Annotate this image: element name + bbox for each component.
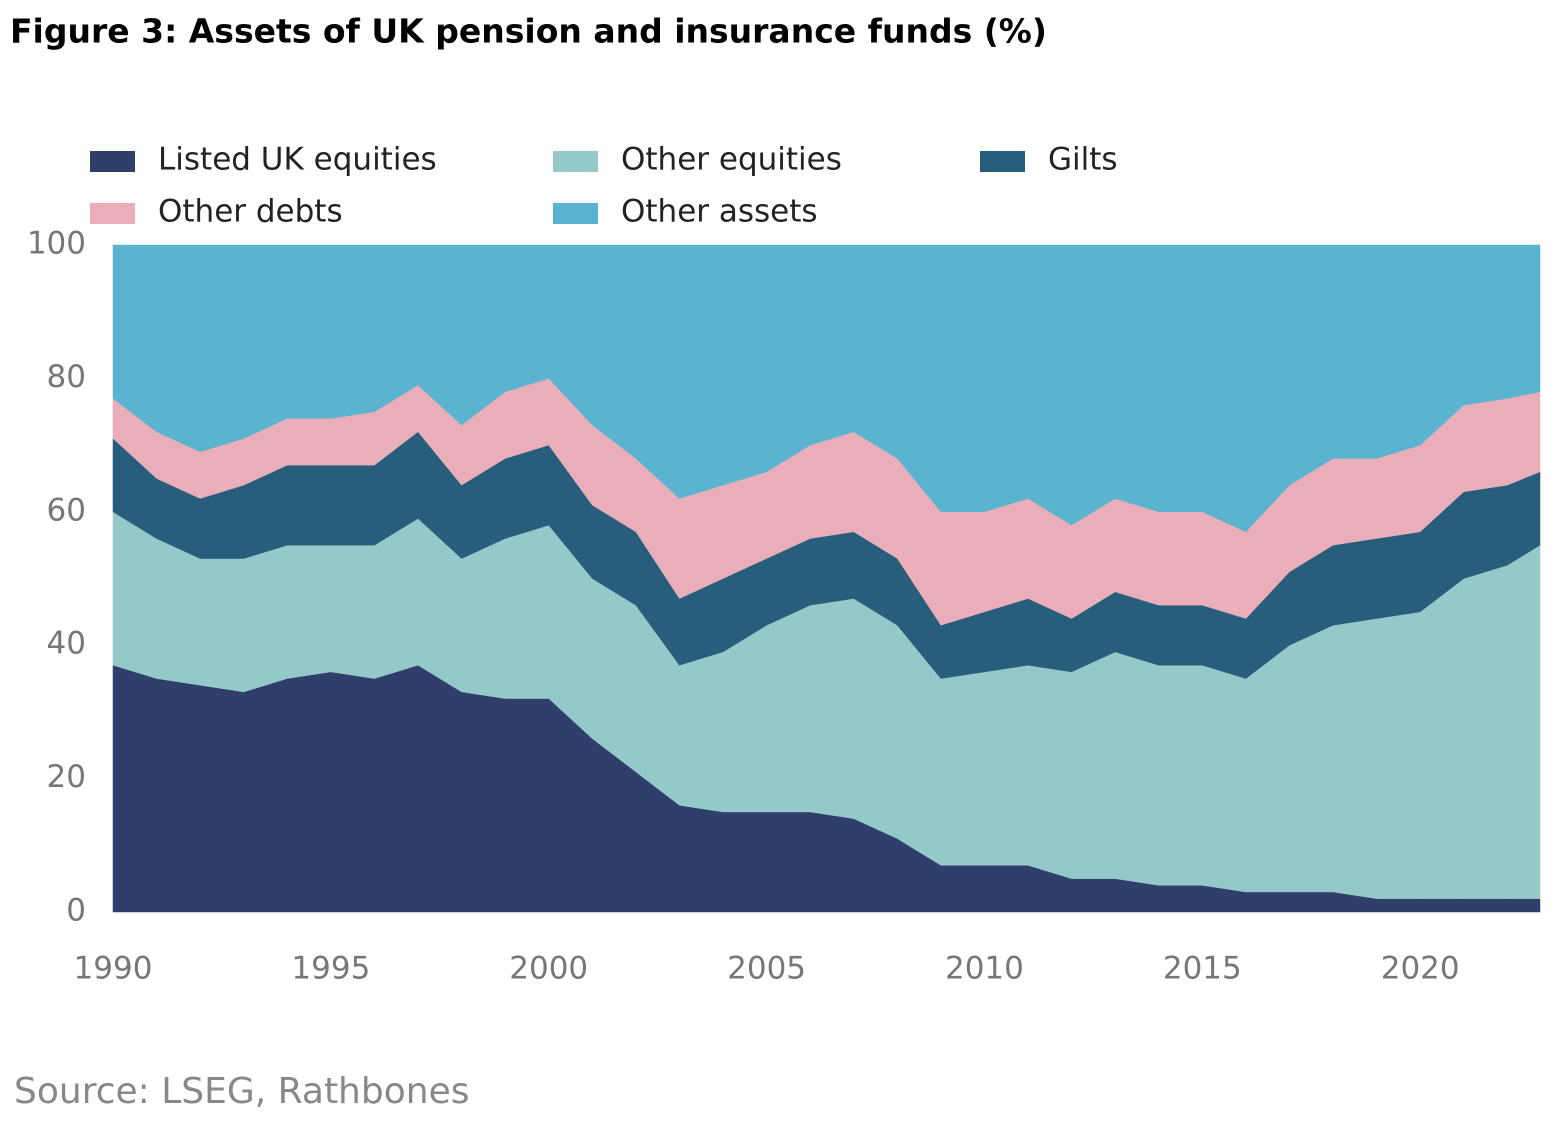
legend-label: Other equities [621, 142, 842, 178]
x-tick-label: 2005 [727, 951, 806, 987]
legend-label: Other assets [621, 194, 818, 230]
legend-swatch [553, 203, 598, 224]
x-tick-label: 2015 [1163, 951, 1242, 987]
x-tick-label: 2010 [945, 951, 1024, 987]
y-tick-label: 100 [27, 226, 86, 262]
legend-label: Gilts [1048, 142, 1118, 178]
x-tick-label: 2020 [1381, 951, 1460, 987]
legend-swatch [90, 151, 135, 172]
legend-swatch [90, 203, 135, 224]
legend-swatch [553, 151, 598, 172]
x-tick-label: 1995 [291, 951, 370, 987]
y-tick-label: 80 [47, 359, 86, 395]
area [112, 244, 1541, 533]
legend-label: Other debts [158, 194, 343, 230]
legend-swatch [980, 151, 1025, 172]
source: Source: LSEG, Rathbones [14, 1071, 469, 1112]
y-tick-label: 40 [47, 626, 86, 662]
x-tick-label: 1990 [74, 951, 153, 987]
y-tick-label: 60 [47, 492, 86, 528]
x-tick-label: 2000 [509, 951, 588, 987]
chart-title: Figure 3: Assets of UK pension and insur… [10, 12, 1047, 51]
y-tick-label: 0 [66, 893, 86, 929]
legend-label: Listed UK equities [158, 142, 437, 178]
y-tick-label: 20 [47, 759, 86, 795]
